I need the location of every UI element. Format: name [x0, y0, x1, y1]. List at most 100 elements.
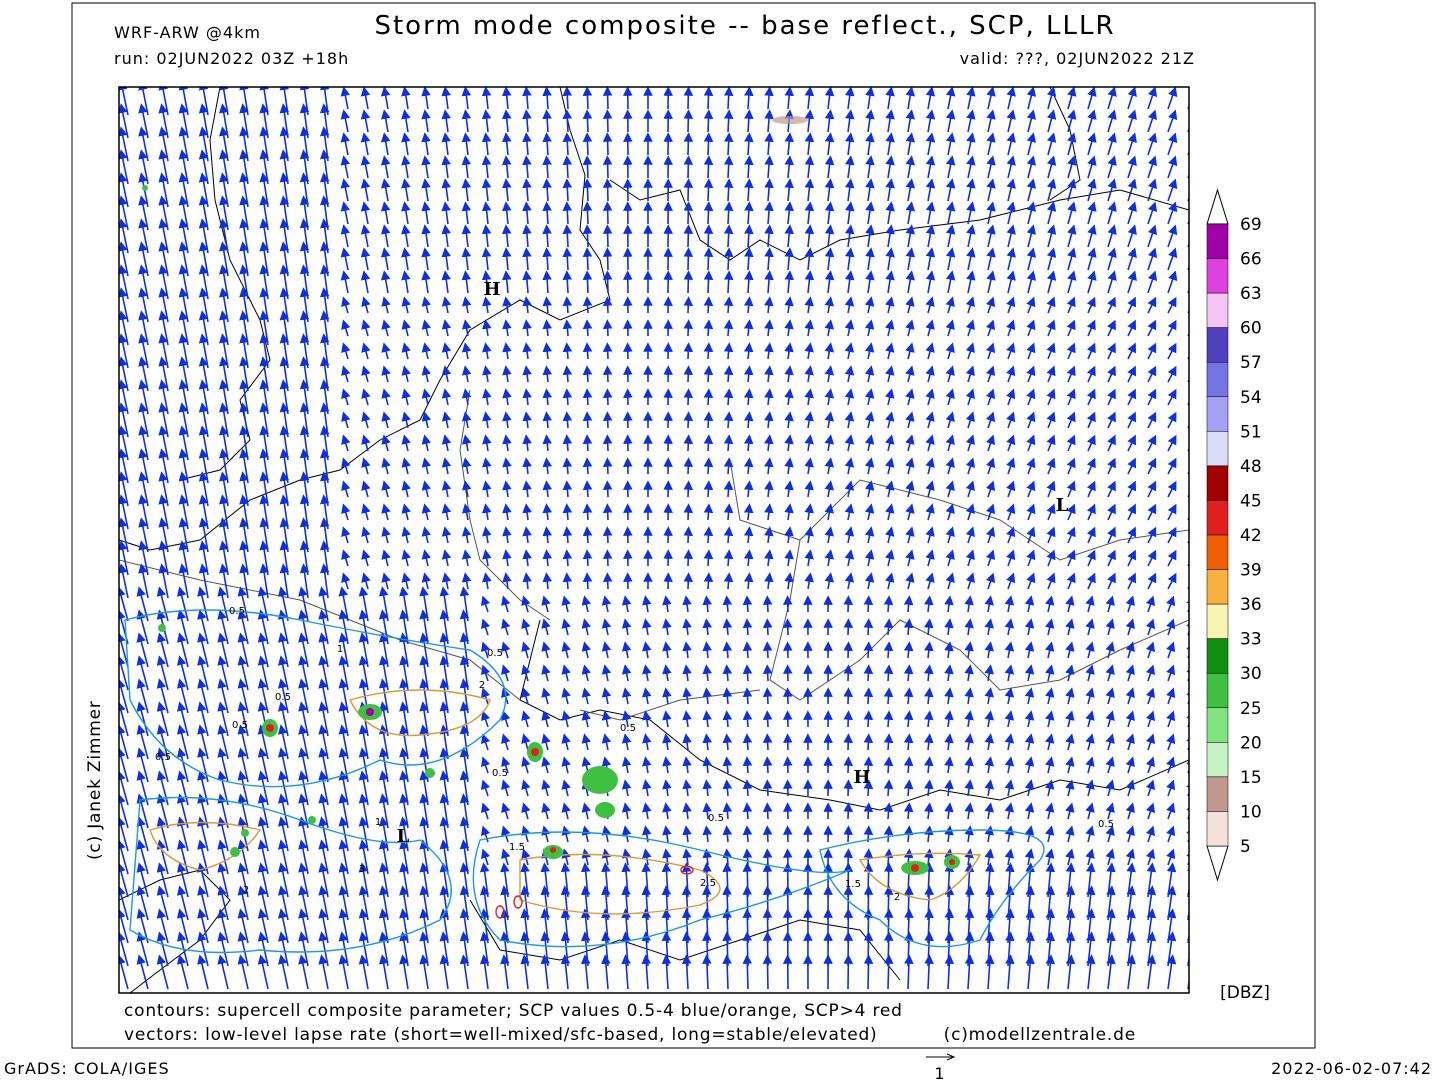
colorbar-unit: [DBZ] — [1220, 983, 1270, 1003]
vector-arrow — [380, 224, 391, 248]
vector-arrow — [401, 87, 411, 110]
vector-arrow — [340, 132, 351, 156]
vector-arrow — [401, 342, 411, 360]
vector-arrow — [1147, 319, 1157, 337]
vector-arrow — [945, 109, 956, 133]
vector-arrow — [481, 224, 492, 248]
vector-arrow — [925, 178, 936, 202]
vector-arrow — [804, 201, 815, 225]
vector-arrow — [784, 296, 794, 314]
vector-arrow — [905, 201, 916, 225]
vector-arrow — [723, 572, 734, 590]
vector-arrow — [965, 388, 975, 406]
vector-arrow — [945, 411, 955, 429]
vector-arrow — [824, 319, 835, 337]
vector-arrow — [804, 270, 815, 294]
vector-arrow — [341, 296, 351, 314]
contour-label: 1 — [375, 817, 381, 828]
vector-arrow — [582, 178, 593, 202]
vector-arrow — [703, 296, 714, 314]
vector-arrow — [522, 201, 532, 225]
colorbar-swatch — [1206, 707, 1229, 743]
vector-arrow — [986, 109, 996, 133]
vector-arrow — [441, 319, 452, 337]
vector-arrow — [1086, 319, 1096, 337]
vector-arrow — [441, 109, 451, 133]
vector-arrow — [1046, 109, 1057, 133]
vector-arrow — [1127, 201, 1137, 225]
vector-arrow — [865, 132, 875, 156]
vector-arrow — [1026, 296, 1036, 314]
vector-arrow — [883, 954, 894, 990]
vector-arrow — [1026, 247, 1037, 271]
vector-arrow — [863, 710, 874, 728]
vector-arrow — [762, 664, 773, 682]
vector-arrow — [723, 365, 734, 383]
vector-arrow — [360, 155, 371, 179]
vector-arrow — [945, 155, 956, 179]
colorbar-label: 5 — [1240, 837, 1251, 857]
vector-arrow — [784, 132, 794, 156]
vector-arrow — [905, 109, 916, 133]
vector-arrow — [1026, 109, 1037, 133]
vector-arrow — [381, 342, 391, 360]
vector-arrow — [481, 87, 492, 110]
vector-arrow — [722, 756, 733, 774]
vector-arrow — [582, 549, 593, 567]
vector-arrow — [481, 109, 492, 133]
vector-arrow — [361, 319, 371, 337]
vector-arrow — [1087, 201, 1097, 225]
vector-arrow — [824, 201, 835, 225]
vector-arrow — [764, 247, 774, 271]
vector-arrow — [742, 848, 753, 866]
vector-arrow — [340, 201, 351, 225]
vector-arrow — [360, 224, 371, 248]
vector-arrow — [582, 503, 593, 521]
vector-arrow — [522, 178, 532, 202]
vector-arrow — [903, 664, 914, 682]
colorbar-swatch — [1206, 811, 1229, 847]
vector-arrow — [1067, 87, 1077, 110]
vector-arrow — [461, 247, 472, 271]
vector-arrow — [883, 779, 894, 797]
vector-arrow — [742, 733, 753, 751]
vector-arrow — [501, 87, 512, 110]
vector-arrow — [824, 365, 835, 383]
vector-arrow — [703, 155, 714, 179]
vector-arrow — [1107, 87, 1117, 110]
vector-arrow — [502, 296, 512, 314]
vector-arrow — [1066, 296, 1076, 314]
vector-arrow — [764, 224, 774, 248]
vector-arrow — [722, 618, 733, 636]
vector-arrow — [340, 224, 351, 248]
vector-arrow — [804, 155, 815, 179]
vector-arrow — [945, 247, 956, 271]
vector-arrow — [461, 178, 472, 202]
vector-arrow — [722, 733, 733, 751]
vector-arrow — [1087, 224, 1097, 248]
vector-arrow — [985, 388, 996, 406]
vector-arrow — [562, 132, 573, 156]
vector-arrow — [1067, 132, 1077, 156]
vector-arrow — [744, 178, 754, 202]
vector-arrow — [863, 954, 874, 990]
vector-arrow — [1147, 270, 1158, 294]
vector-arrow — [804, 388, 814, 406]
vector-arrow — [905, 155, 916, 179]
vector-arrow — [1167, 132, 1178, 156]
vector-arrow — [602, 480, 613, 498]
vector-arrow — [804, 178, 815, 202]
vector-arrow — [582, 526, 593, 544]
vector-arrow — [381, 388, 391, 406]
vector-arrow — [965, 319, 975, 337]
vector-arrow — [1127, 319, 1136, 337]
vector-arrow — [1127, 388, 1136, 406]
vector-arrow — [441, 87, 451, 110]
vector-arrow — [401, 411, 411, 429]
vector-arrow — [401, 365, 411, 383]
vector-arrow — [562, 109, 573, 133]
vector-arrow — [844, 224, 855, 248]
vector-arrow — [501, 224, 512, 248]
vector-arrow — [1046, 342, 1056, 360]
vector-arrow — [703, 201, 714, 225]
